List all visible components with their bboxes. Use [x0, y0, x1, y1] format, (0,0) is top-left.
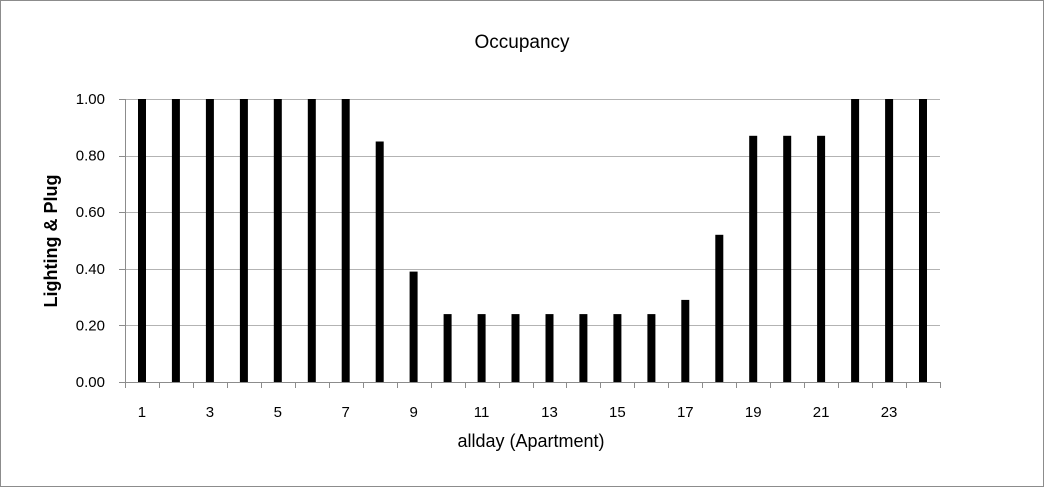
bar	[749, 135, 758, 382]
bar	[307, 99, 316, 382]
x-tick-label: 3	[206, 404, 214, 421]
x-tick-label: 21	[813, 404, 830, 421]
bar	[681, 299, 690, 382]
axes	[119, 99, 941, 388]
bar	[205, 99, 214, 382]
y-axis-ticks: 0.00 0.20 0.40 0.60 0.80 1.00	[76, 91, 105, 391]
grid-lines	[125, 99, 940, 326]
bar	[545, 314, 554, 382]
x-axis-label: allday (Apartment)	[457, 431, 604, 451]
bar	[375, 141, 384, 382]
bar	[341, 99, 350, 382]
x-tick-label: 9	[409, 404, 417, 421]
chart-title: Occupancy	[474, 32, 570, 53]
bar	[273, 99, 282, 382]
bar	[138, 99, 146, 382]
bar	[783, 135, 792, 382]
bar	[715, 234, 724, 382]
y-tick-label: 1.00	[76, 91, 105, 108]
x-tick-label: 1	[138, 404, 146, 421]
x-tick-label: 7	[342, 404, 350, 421]
x-tick-label: 13	[541, 404, 558, 421]
y-tick-label: 0.00	[76, 374, 105, 391]
bar	[647, 314, 656, 382]
bar	[919, 99, 927, 382]
bar	[239, 99, 248, 382]
x-tick-label: 19	[745, 404, 762, 421]
bar	[851, 99, 860, 382]
y-tick-label: 0.80	[76, 148, 105, 165]
x-tick-label: 17	[677, 404, 694, 421]
bar	[613, 314, 622, 382]
y-tick-label: 0.20	[76, 317, 105, 334]
x-tick-label: 11	[474, 404, 490, 421]
bar	[885, 99, 894, 382]
bars	[138, 99, 927, 382]
x-axis-ticks: 1 3 5 7 9 11 13 15 17 19 21 23	[138, 404, 898, 421]
bar	[817, 135, 826, 382]
y-tick-label: 0.60	[76, 204, 105, 221]
y-axis-label: Lighting & Plug	[41, 175, 61, 308]
bar	[579, 314, 588, 382]
x-tick-label: 5	[274, 404, 282, 421]
bar	[171, 99, 180, 382]
bar	[409, 271, 418, 382]
bar	[511, 314, 520, 382]
x-tick-label: 15	[609, 404, 626, 421]
y-tick-label: 0.40	[76, 261, 105, 278]
x-tick-label: 23	[881, 404, 898, 421]
bar	[443, 314, 452, 382]
bar	[477, 314, 486, 382]
